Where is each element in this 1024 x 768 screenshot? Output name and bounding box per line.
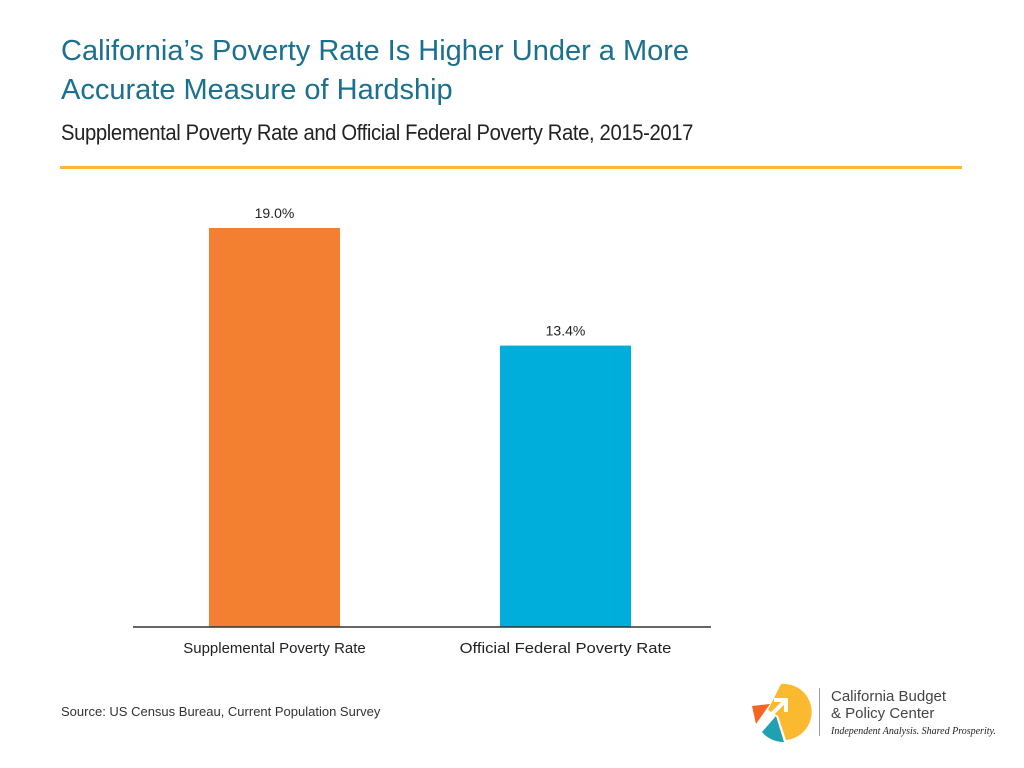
org-name: California Budget & Policy Center bbox=[831, 688, 946, 722]
data-label-1: 19.0% bbox=[255, 205, 295, 221]
chart-subtitle: Supplemental Poverty Rate and Official F… bbox=[61, 120, 694, 145]
source-note: Source: US Census Bureau, Current Popula… bbox=[61, 704, 381, 719]
bar-2 bbox=[500, 345, 631, 627]
org-name-line2: & Policy Center bbox=[831, 705, 935, 722]
org-name-line1: California Budget bbox=[831, 688, 947, 705]
logo-divider bbox=[819, 688, 820, 736]
category-label-1: Supplemental Poverty Rate bbox=[183, 640, 366, 657]
bar-1 bbox=[209, 228, 340, 627]
org-tagline: Independent Analysis. Shared Prosperity. bbox=[831, 726, 996, 737]
data-label-2: 13.4% bbox=[546, 323, 586, 339]
chart-title: California’s Poverty Rate Is Higher Unde… bbox=[61, 35, 690, 106]
category-label-2: Official Federal Poverty Rate bbox=[460, 640, 672, 657]
logo-icon bbox=[752, 683, 812, 743]
accent-rule bbox=[60, 166, 962, 169]
